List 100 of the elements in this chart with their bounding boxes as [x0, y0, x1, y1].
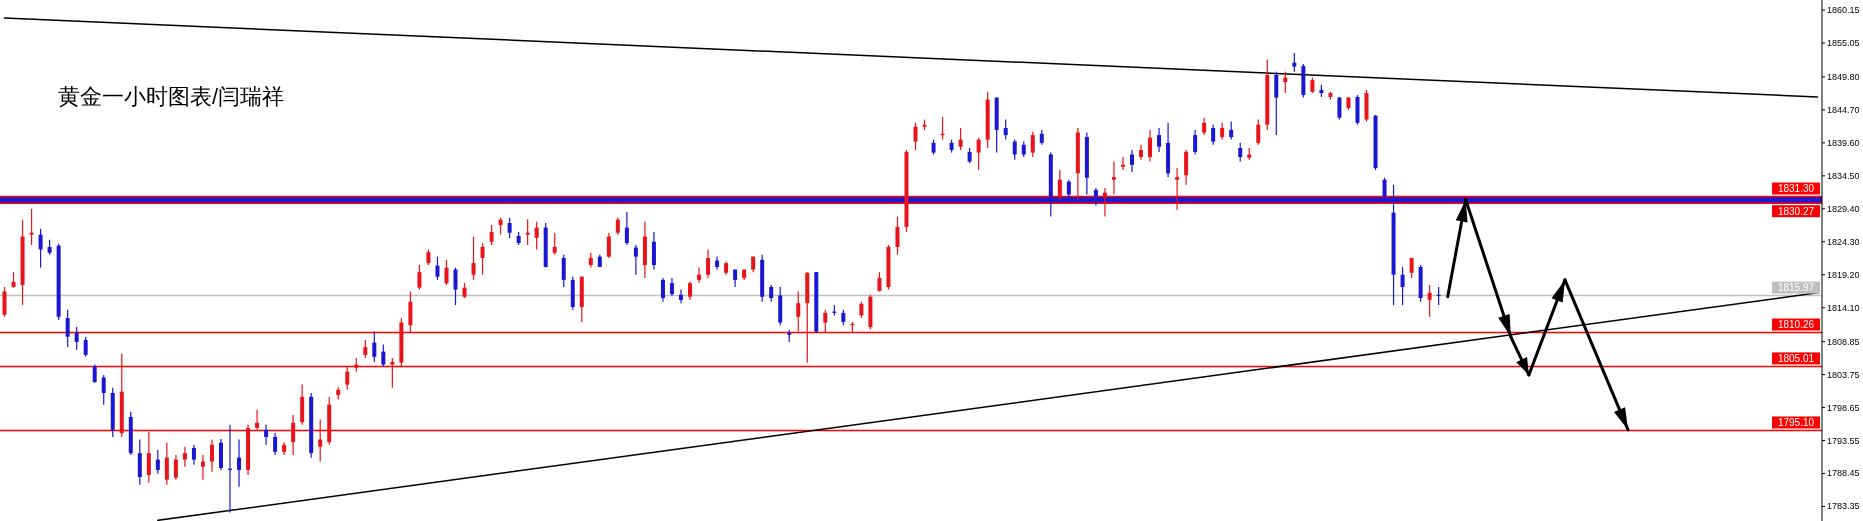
candlestick: [895, 215, 900, 256]
candlestick: [155, 449, 160, 475]
candlestick: [1427, 284, 1432, 318]
y-tick-label: 1808.85: [1827, 336, 1860, 347]
candlestick: [237, 438, 242, 488]
candlestick: [552, 232, 557, 256]
candlestick: [200, 454, 205, 481]
ref-line-label: 1810.26: [1777, 319, 1815, 331]
candlestick: [191, 444, 196, 466]
y-tick-label: 1839.60: [1827, 137, 1860, 148]
candlestick: [796, 290, 801, 333]
candlestick: [209, 438, 214, 473]
text: 黄金一小时图表/闫瑞祥: [58, 84, 285, 109]
candlestick: [1337, 96, 1342, 121]
candlestick: [697, 267, 702, 284]
candlestick: [913, 122, 918, 151]
candlestick: [688, 281, 693, 301]
candlestick: [390, 357, 395, 389]
candlestick: [561, 254, 566, 288]
ref-line-label: 1795.10: [1777, 417, 1815, 428]
ref-line-label: 1815.97: [1777, 282, 1815, 294]
candlestick: [2, 286, 7, 318]
candlestick: [435, 256, 440, 281]
candlestick: [164, 442, 169, 486]
y-tick-label: 1793.55: [1827, 435, 1860, 446]
candlestick: [1175, 167, 1180, 211]
y-tick-label: 1829.40: [1827, 203, 1860, 214]
candlestick: [29, 208, 34, 246]
candlestick: [1129, 149, 1134, 173]
candlestick: [706, 248, 711, 279]
candlestick: [1400, 266, 1405, 306]
candlestick: [1148, 129, 1153, 163]
candlestick: [264, 424, 269, 446]
y-tick-label: 1814.10: [1827, 302, 1860, 313]
candlestick: [679, 288, 683, 304]
candlestick: [417, 264, 422, 291]
candlestick: [669, 277, 674, 297]
candlestick: [1184, 149, 1189, 186]
candlestick: [507, 217, 512, 239]
candlestick: [381, 343, 386, 368]
candlestick: [1211, 124, 1216, 146]
ref-line-label: 1805.01: [1777, 352, 1815, 364]
candlestick: [534, 221, 539, 251]
y-tick-label: 1844.70: [1827, 104, 1860, 115]
candlestick: [1193, 129, 1198, 156]
candlestick: [1229, 120, 1234, 141]
candlestick: [1102, 187, 1107, 218]
candlestick: [182, 446, 187, 468]
candlestick: [345, 365, 350, 391]
candlestick: [408, 290, 413, 334]
candlestick: [74, 326, 79, 351]
candlestick: [1012, 139, 1017, 161]
candlestick: [92, 363, 97, 384]
y-tick-label: 1783.35: [1827, 501, 1860, 512]
y-tick-label: 1860.15: [1827, 5, 1860, 16]
candlestick: [1120, 156, 1125, 171]
candlestick: [255, 409, 260, 431]
candlestick: [146, 431, 151, 484]
candlestick: [1003, 118, 1008, 141]
candlestick: [480, 242, 485, 276]
y-tick-label: 1824.30: [1827, 236, 1860, 247]
candlestick: [525, 218, 530, 246]
y-tick-label: 1834.50: [1827, 170, 1860, 181]
candlestick: [291, 414, 296, 456]
candlestick: [1292, 52, 1297, 73]
candlestick: [65, 309, 70, 348]
candlestick: [489, 224, 494, 246]
ref-line-label: 1831.30: [1777, 183, 1815, 195]
candlestick: [137, 438, 142, 486]
candlestick: [444, 259, 449, 286]
candlestick: [372, 331, 377, 363]
candlestick: [624, 211, 629, 246]
candlestick: [101, 374, 106, 406]
candlestick: [453, 267, 458, 306]
y-tick-label: 1788.45: [1827, 468, 1860, 479]
candlestick: [1030, 131, 1035, 158]
ref-line-label: 1830.27: [1777, 205, 1815, 217]
candlestick: [1274, 71, 1279, 136]
candlestick: [173, 454, 178, 481]
candlestick: [958, 127, 963, 151]
candlestick: [318, 418, 323, 463]
candlestick: [1157, 127, 1162, 153]
candlestick: [877, 271, 882, 293]
candlestick: [273, 432, 278, 456]
candlestick: [633, 244, 638, 276]
y-tick-label: 1855.05: [1827, 37, 1860, 48]
y-tick-label: 1803.75: [1827, 369, 1860, 380]
candlestick: [1256, 118, 1261, 146]
candlestick: [1057, 169, 1062, 201]
candlestick: [1111, 161, 1116, 196]
candlestick: [38, 228, 43, 269]
candlestick: [660, 277, 665, 303]
candlestick: [823, 309, 828, 334]
candlestick: [83, 336, 88, 358]
y-tick-label: 1798.65: [1827, 402, 1860, 413]
candlestick: [471, 235, 476, 281]
candlestick: [976, 137, 981, 171]
candlestick: [651, 231, 656, 271]
candlestick: [1238, 142, 1243, 163]
y-tick-label: 1819.20: [1827, 269, 1860, 280]
